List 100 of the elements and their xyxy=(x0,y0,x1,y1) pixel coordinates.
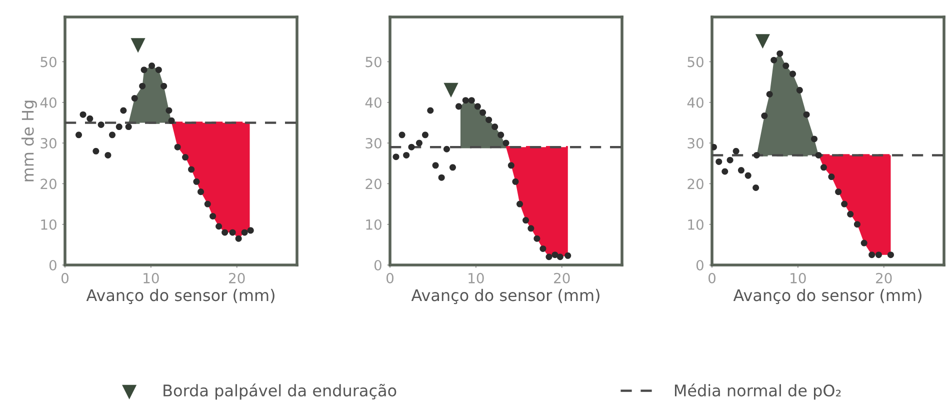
legend-label: Média normal de pO₂ xyxy=(674,384,841,400)
point xyxy=(552,252,558,258)
point xyxy=(512,178,519,185)
y-tick-label: 40 xyxy=(365,97,382,108)
point xyxy=(522,217,530,224)
point xyxy=(86,115,94,122)
x-tick-label: 10 xyxy=(144,272,159,284)
point xyxy=(139,82,146,90)
point xyxy=(75,132,82,138)
point xyxy=(416,140,422,146)
point xyxy=(392,154,400,160)
point xyxy=(247,227,254,234)
point xyxy=(444,82,458,98)
x-tick-label: 10 xyxy=(468,272,484,284)
legend-label: Borda palpável da enduração xyxy=(164,384,396,400)
point xyxy=(193,178,200,185)
point xyxy=(109,132,116,138)
point xyxy=(449,164,456,171)
point xyxy=(782,62,790,70)
point xyxy=(761,112,768,120)
point xyxy=(131,95,138,102)
point xyxy=(210,212,216,220)
y-tick-label: 10 xyxy=(688,219,704,230)
point xyxy=(508,162,514,169)
point xyxy=(104,152,112,158)
x-axis-title: Avanço do sensor (mm) xyxy=(411,288,600,304)
point xyxy=(166,107,172,114)
point xyxy=(160,82,168,90)
y-tick-label: 20 xyxy=(688,178,704,190)
point xyxy=(502,140,510,146)
point xyxy=(462,97,469,104)
point xyxy=(752,184,760,192)
point xyxy=(182,154,189,161)
point xyxy=(815,152,822,158)
point xyxy=(534,235,540,242)
point xyxy=(241,229,248,236)
point xyxy=(427,107,434,114)
point xyxy=(868,252,876,258)
y-tick-label: 20 xyxy=(40,178,56,190)
point xyxy=(168,117,175,124)
point xyxy=(766,90,773,98)
point xyxy=(564,252,572,259)
y-tick-label: 50 xyxy=(688,56,704,68)
point xyxy=(116,124,122,130)
point xyxy=(722,168,728,175)
x-axis-title: Avanço do sensor (mm) xyxy=(733,288,922,304)
x-axis-title: Avanço do sensor (mm) xyxy=(86,288,274,304)
point xyxy=(120,107,127,114)
point xyxy=(204,200,211,208)
y-tick-label: 50 xyxy=(366,56,382,68)
point xyxy=(828,174,835,180)
x-tick-label: 0 xyxy=(708,272,716,284)
point xyxy=(235,235,242,242)
x-tick-label: 20 xyxy=(229,272,245,284)
x-tick-label: 10 xyxy=(790,272,806,284)
point xyxy=(875,252,882,258)
point xyxy=(474,103,481,110)
y-tick-label: 30 xyxy=(366,138,382,149)
point xyxy=(492,124,498,130)
y-tick-label: 0 xyxy=(49,260,56,270)
point xyxy=(556,254,564,260)
point xyxy=(716,158,722,165)
point xyxy=(438,174,445,181)
y-tick-label: 10 xyxy=(41,219,56,230)
point xyxy=(455,103,462,110)
point xyxy=(398,132,406,138)
point xyxy=(744,172,752,179)
point xyxy=(480,109,486,116)
point xyxy=(540,245,546,252)
point xyxy=(148,62,156,70)
point xyxy=(174,144,181,150)
point xyxy=(854,221,860,228)
y-tick-label: 30 xyxy=(688,138,704,149)
x-tick-label: 0 xyxy=(386,272,394,284)
x-tick-label: 20 xyxy=(876,272,892,284)
point xyxy=(222,229,228,236)
y-tick-label: 40 xyxy=(687,97,704,108)
x-tick-label: 0 xyxy=(61,272,68,284)
point xyxy=(887,252,894,258)
y-axis-title: mm de Hg xyxy=(21,100,37,182)
point xyxy=(847,210,854,218)
point xyxy=(528,225,534,232)
point xyxy=(755,34,770,49)
point xyxy=(820,164,827,171)
point xyxy=(198,188,204,196)
point xyxy=(810,136,818,142)
point xyxy=(468,97,475,104)
y-tick-label: 20 xyxy=(366,178,382,190)
point xyxy=(486,116,492,124)
point xyxy=(803,111,810,118)
point xyxy=(216,223,222,230)
point xyxy=(738,167,744,174)
point xyxy=(753,152,760,158)
y-tick-label: 0 xyxy=(374,260,382,270)
point xyxy=(155,66,162,74)
point xyxy=(98,121,104,128)
point xyxy=(516,200,524,208)
y-tick-label: 30 xyxy=(40,138,56,149)
point xyxy=(422,132,428,138)
point xyxy=(130,38,146,53)
